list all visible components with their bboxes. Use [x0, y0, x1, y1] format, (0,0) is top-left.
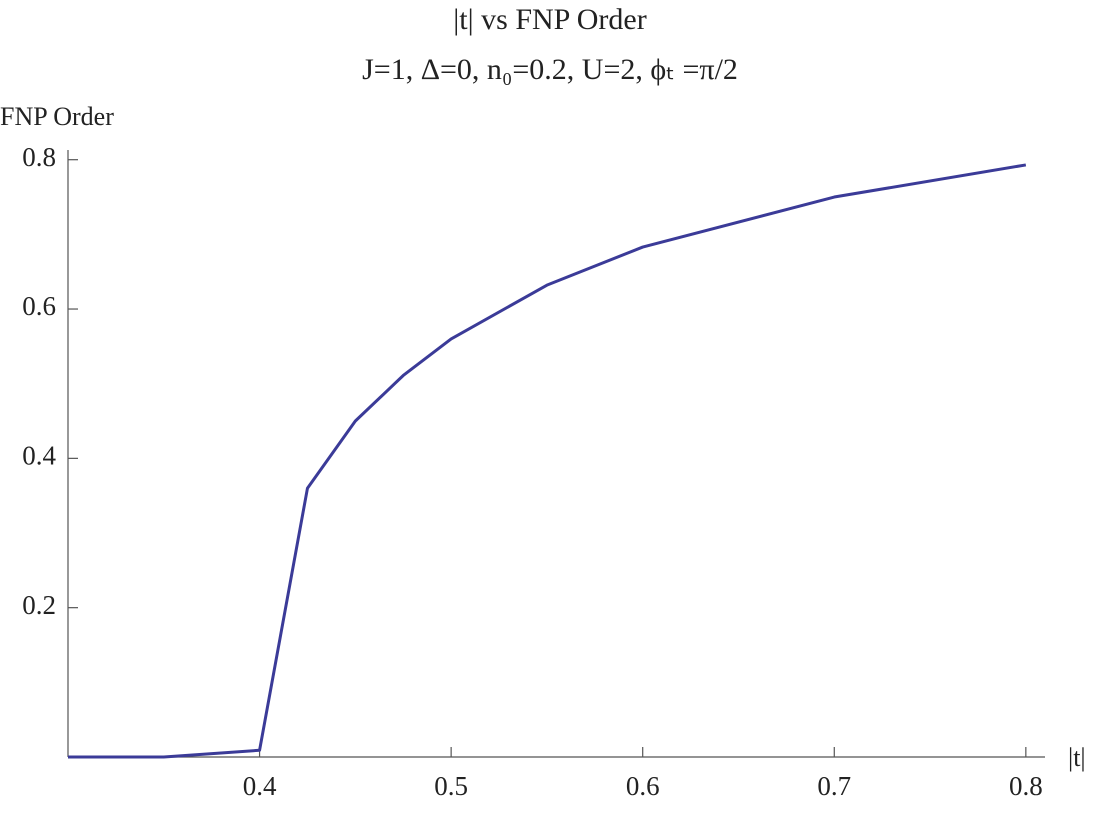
y-tick-label: 0.4: [22, 441, 56, 471]
y-tick-label: 0.6: [22, 291, 56, 321]
x-tick-label: 0.6: [626, 771, 660, 801]
x-tick-label: 0.4: [243, 771, 277, 801]
chart-title: |t| vs FNP Order: [453, 3, 646, 36]
y-tick-label: 0.8: [22, 142, 56, 172]
line-series: [68, 163, 1027, 759]
x-tick-label: 0.7: [817, 771, 851, 801]
x-axis-label: |t|: [1068, 743, 1086, 772]
y-axis-label: FNP Order: [0, 102, 114, 131]
y-tick-label: 0.2: [22, 590, 56, 620]
chart-subtitle: J=1, Δ=0, n₀=0.2, U=2, ϕₜ =π/2: [362, 53, 738, 86]
x-tick-label: 0.8: [1009, 771, 1043, 801]
x-tick-label: 0.5: [434, 771, 468, 801]
